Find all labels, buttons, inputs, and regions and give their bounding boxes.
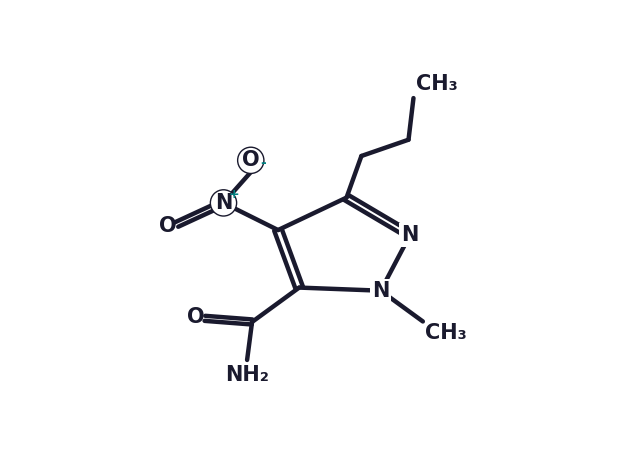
Text: N: N (215, 193, 232, 213)
Text: O: O (159, 216, 176, 236)
Text: N: N (401, 225, 419, 245)
Text: O: O (242, 150, 260, 170)
Text: +: + (229, 188, 240, 202)
Text: CH₃: CH₃ (426, 323, 467, 343)
Text: CH₃: CH₃ (416, 74, 458, 94)
Text: N: N (372, 281, 389, 301)
Text: NH₂: NH₂ (225, 365, 269, 385)
Text: O: O (187, 307, 205, 327)
Text: -: - (260, 156, 266, 170)
